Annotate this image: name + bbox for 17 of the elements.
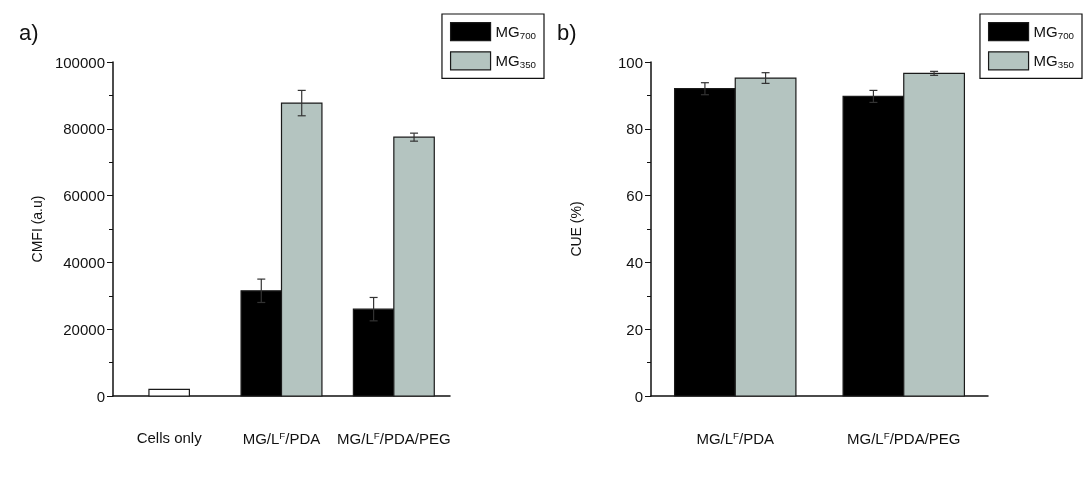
y-tick-label: 100 [617,53,643,71]
chart-title: b) [557,19,577,45]
y-tick-label: 80000 [63,120,105,138]
y-tick-label: 40000 [63,253,105,271]
y-tick-label: 60000 [63,187,105,205]
y-tick-label: 60 [626,187,643,205]
y-tick-label: 100000 [54,53,105,71]
y-axis-title: CUE (%) [568,201,584,257]
y-tick-label: 0 [634,387,643,405]
x-tick-label: Cells only [136,429,203,446]
y-axis-title: CMFI (a.u) [29,195,46,263]
y-tick-label: 40 [626,253,643,271]
y-tick-label: 0 [96,387,105,405]
y-tick-label: 20000 [63,320,105,338]
y-tick-label: 20 [626,320,643,338]
chart-title: a) [19,19,39,45]
y-tick-label: 80 [626,120,643,138]
